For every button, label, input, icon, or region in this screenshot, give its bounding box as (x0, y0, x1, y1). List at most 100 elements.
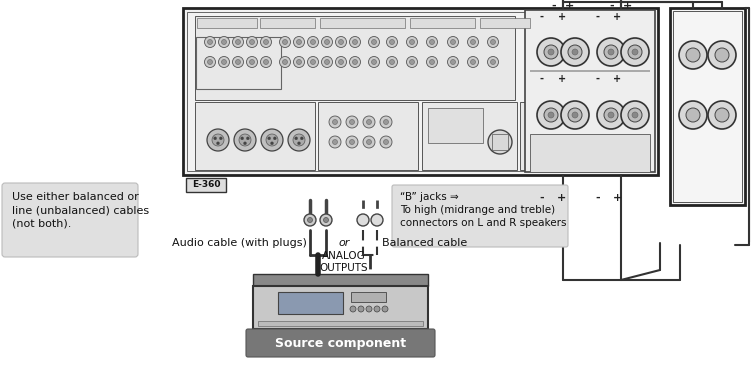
Circle shape (427, 57, 438, 68)
Circle shape (597, 38, 625, 66)
Circle shape (572, 112, 578, 118)
Circle shape (448, 36, 459, 48)
Circle shape (715, 108, 729, 122)
Bar (530, 70, 650, 72)
Circle shape (234, 129, 256, 151)
Circle shape (264, 60, 269, 65)
Circle shape (548, 49, 554, 55)
Circle shape (427, 36, 438, 48)
Bar (187, 12, 654, 171)
Text: -: - (540, 12, 544, 22)
Circle shape (288, 129, 310, 151)
Circle shape (213, 137, 216, 140)
Bar (197, 18, 257, 28)
Bar (258, 321, 423, 326)
Circle shape (329, 136, 341, 148)
Circle shape (321, 36, 333, 48)
Circle shape (249, 40, 255, 44)
Circle shape (249, 60, 255, 65)
Text: -: - (540, 74, 544, 84)
Circle shape (339, 60, 343, 65)
Text: Balanced cable: Balanced cable (382, 238, 467, 248)
Circle shape (357, 214, 369, 226)
Circle shape (333, 119, 337, 125)
Circle shape (349, 57, 360, 68)
Bar (183, 8, 658, 175)
Circle shape (333, 139, 337, 144)
Circle shape (349, 139, 354, 144)
Circle shape (352, 60, 357, 65)
Circle shape (310, 60, 315, 65)
Circle shape (406, 36, 418, 48)
Circle shape (679, 41, 707, 69)
Circle shape (448, 57, 459, 68)
Circle shape (384, 119, 388, 125)
Circle shape (216, 142, 219, 145)
Circle shape (468, 57, 478, 68)
Circle shape (207, 129, 229, 151)
Text: Audio cable (with plugs): Audio cable (with plugs) (172, 238, 307, 248)
Circle shape (686, 48, 700, 62)
Circle shape (321, 57, 333, 68)
Circle shape (387, 36, 397, 48)
Circle shape (219, 36, 230, 48)
Circle shape (363, 136, 375, 148)
Circle shape (374, 306, 380, 312)
Circle shape (261, 36, 272, 48)
Bar (492, 134, 508, 150)
Circle shape (261, 57, 272, 68)
Circle shape (236, 60, 240, 65)
Text: +: + (612, 193, 622, 203)
Circle shape (686, 108, 700, 122)
Circle shape (568, 45, 582, 59)
Circle shape (708, 41, 736, 69)
Circle shape (544, 108, 558, 122)
Circle shape (406, 57, 418, 68)
Text: +: + (558, 12, 566, 22)
Circle shape (628, 45, 642, 59)
Circle shape (246, 36, 258, 48)
Circle shape (204, 36, 216, 48)
Circle shape (246, 137, 249, 140)
Circle shape (307, 217, 312, 223)
Circle shape (297, 60, 301, 65)
Circle shape (604, 108, 618, 122)
Circle shape (207, 60, 213, 65)
Bar (670, 8, 745, 205)
Circle shape (380, 136, 392, 148)
Bar (260, 18, 315, 28)
Circle shape (294, 36, 304, 48)
Circle shape (572, 49, 578, 55)
Text: “B” jacks ⇒
To high (midrange and treble)
connectors on L and R speakers: “B” jacks ⇒ To high (midrange and treble… (400, 192, 566, 228)
Circle shape (270, 142, 273, 145)
Circle shape (240, 137, 243, 140)
Circle shape (233, 57, 243, 68)
Bar (422, 102, 517, 170)
Circle shape (621, 38, 649, 66)
Circle shape (239, 134, 251, 146)
Circle shape (372, 40, 376, 44)
Text: +: + (613, 12, 621, 22)
Circle shape (349, 119, 354, 125)
Text: +: + (566, 1, 575, 11)
Circle shape (336, 57, 346, 68)
Bar (320, 18, 405, 28)
Circle shape (282, 60, 288, 65)
Circle shape (324, 40, 330, 44)
Circle shape (621, 101, 649, 129)
Circle shape (715, 48, 729, 62)
Circle shape (233, 36, 243, 48)
Circle shape (487, 36, 499, 48)
Circle shape (207, 40, 213, 44)
Circle shape (243, 142, 246, 145)
Circle shape (632, 112, 638, 118)
Circle shape (307, 57, 318, 68)
Bar (410, 18, 475, 28)
Text: +: + (558, 74, 566, 84)
Bar (428, 108, 483, 143)
Text: -: - (596, 74, 600, 84)
Text: E-360: E-360 (192, 180, 220, 189)
Bar (673, 11, 742, 202)
Circle shape (336, 36, 346, 48)
Circle shape (300, 137, 303, 140)
